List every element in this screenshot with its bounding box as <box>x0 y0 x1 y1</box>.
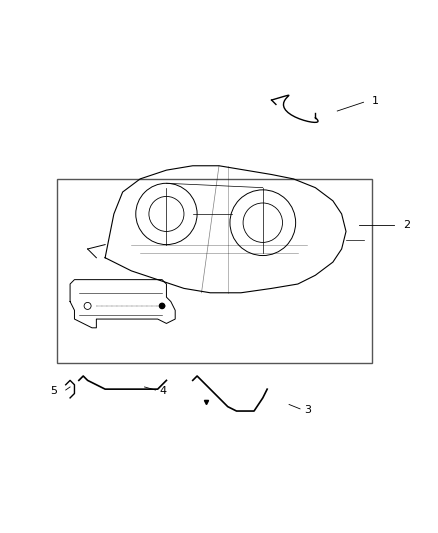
Text: 5: 5 <box>50 386 57 397</box>
Text: 3: 3 <box>304 405 311 415</box>
Text: 4: 4 <box>160 386 167 397</box>
Text: 2: 2 <box>403 220 410 230</box>
Bar <box>57 179 372 363</box>
Circle shape <box>159 303 165 309</box>
Text: 1: 1 <box>372 96 379 106</box>
